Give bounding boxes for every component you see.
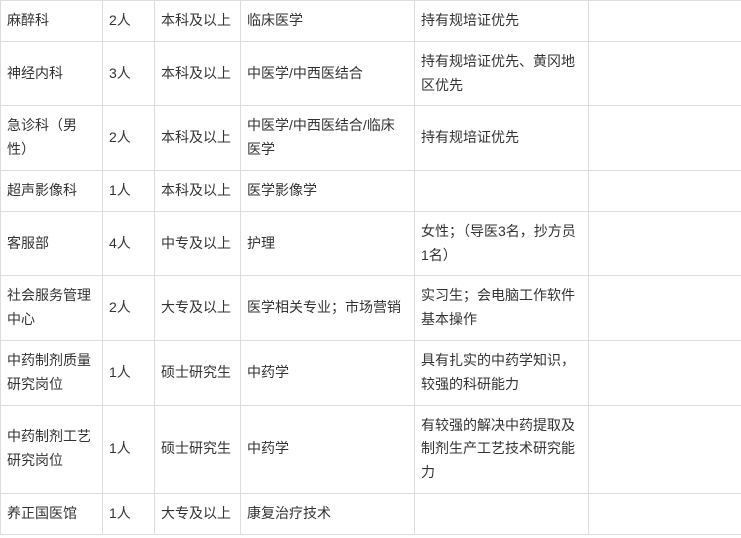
cell-major: 医学影像学 <box>241 170 415 211</box>
table-row: 急诊科（男性） 2人 本科及以上 中医学/中西医结合/临床医学 持有规培证优先 <box>1 106 741 171</box>
table-row: 中药制剂工艺研究岗位 1人 硕士研究生 中药学 有较强的解决中药提取及制剂生产工… <box>1 405 741 493</box>
cell-extra <box>589 211 741 276</box>
cell-remark <box>415 170 589 211</box>
table-row: 麻醉科 2人 本科及以上 临床医学 持有规培证优先 <box>1 1 741 42</box>
cell-extra <box>589 41 741 106</box>
cell-remark: 有较强的解决中药提取及制剂生产工艺技术研究能力 <box>415 405 589 493</box>
cell-remark: 持有规培证优先 <box>415 106 589 171</box>
cell-edu: 本科及以上 <box>155 41 241 106</box>
cell-remark <box>415 493 589 534</box>
cell-dept: 神经内科 <box>1 41 103 106</box>
cell-count: 1人 <box>103 340 155 405</box>
cell-edu: 本科及以上 <box>155 170 241 211</box>
cell-major: 医学相关专业；市场营销 <box>241 276 415 341</box>
cell-extra <box>589 405 741 493</box>
cell-extra <box>589 493 741 534</box>
cell-extra <box>589 106 741 171</box>
cell-edu: 大专及以上 <box>155 493 241 534</box>
cell-edu: 本科及以上 <box>155 106 241 171</box>
table-row: 超声影像科 1人 本科及以上 医学影像学 <box>1 170 741 211</box>
cell-major: 中医学/中西医结合/临床医学 <box>241 106 415 171</box>
cell-edu: 硕士研究生 <box>155 405 241 493</box>
table-row: 社会服务管理中心 2人 大专及以上 医学相关专业；市场营销 实习生；会电脑工作软… <box>1 276 741 341</box>
cell-count: 2人 <box>103 106 155 171</box>
cell-dept: 超声影像科 <box>1 170 103 211</box>
cell-major: 中医学/中西医结合 <box>241 41 415 106</box>
cell-remark: 实习生；会电脑工作软件基本操作 <box>415 276 589 341</box>
cell-count: 1人 <box>103 493 155 534</box>
cell-major: 中药学 <box>241 405 415 493</box>
cell-major: 临床医学 <box>241 1 415 42</box>
cell-extra <box>589 170 741 211</box>
cell-dept: 中药制剂工艺研究岗位 <box>1 405 103 493</box>
recruitment-table: 麻醉科 2人 本科及以上 临床医学 持有规培证优先 神经内科 3人 本科及以上 … <box>0 0 741 535</box>
table-row: 神经内科 3人 本科及以上 中医学/中西医结合 持有规培证优先、黄冈地区优先 <box>1 41 741 106</box>
cell-count: 2人 <box>103 1 155 42</box>
cell-dept: 中药制剂质量研究岗位 <box>1 340 103 405</box>
cell-extra <box>589 340 741 405</box>
cell-remark: 持有规培证优先 <box>415 1 589 42</box>
cell-edu: 本科及以上 <box>155 1 241 42</box>
cell-major: 中药学 <box>241 340 415 405</box>
cell-remark: 女性；（导医3名，抄方员1名） <box>415 211 589 276</box>
table-row: 养正国医馆 1人 大专及以上 康复治疗技术 <box>1 493 741 534</box>
table-body: 麻醉科 2人 本科及以上 临床医学 持有规培证优先 神经内科 3人 本科及以上 … <box>1 1 741 535</box>
table-row: 中药制剂质量研究岗位 1人 硕士研究生 中药学 具有扎实的中药学知识，较强的科研… <box>1 340 741 405</box>
cell-count: 1人 <box>103 405 155 493</box>
cell-edu: 硕士研究生 <box>155 340 241 405</box>
cell-major: 康复治疗技术 <box>241 493 415 534</box>
cell-dept: 麻醉科 <box>1 1 103 42</box>
cell-dept: 社会服务管理中心 <box>1 276 103 341</box>
cell-count: 3人 <box>103 41 155 106</box>
cell-extra <box>589 1 741 42</box>
cell-extra <box>589 276 741 341</box>
cell-edu: 大专及以上 <box>155 276 241 341</box>
cell-remark: 持有规培证优先、黄冈地区优先 <box>415 41 589 106</box>
cell-count: 1人 <box>103 170 155 211</box>
cell-dept: 养正国医馆 <box>1 493 103 534</box>
cell-edu: 中专及以上 <box>155 211 241 276</box>
cell-dept: 急诊科（男性） <box>1 106 103 171</box>
cell-count: 4人 <box>103 211 155 276</box>
cell-remark: 具有扎实的中药学知识，较强的科研能力 <box>415 340 589 405</box>
cell-dept: 客服部 <box>1 211 103 276</box>
cell-count: 2人 <box>103 276 155 341</box>
table-row: 客服部 4人 中专及以上 护理 女性；（导医3名，抄方员1名） <box>1 211 741 276</box>
cell-major: 护理 <box>241 211 415 276</box>
